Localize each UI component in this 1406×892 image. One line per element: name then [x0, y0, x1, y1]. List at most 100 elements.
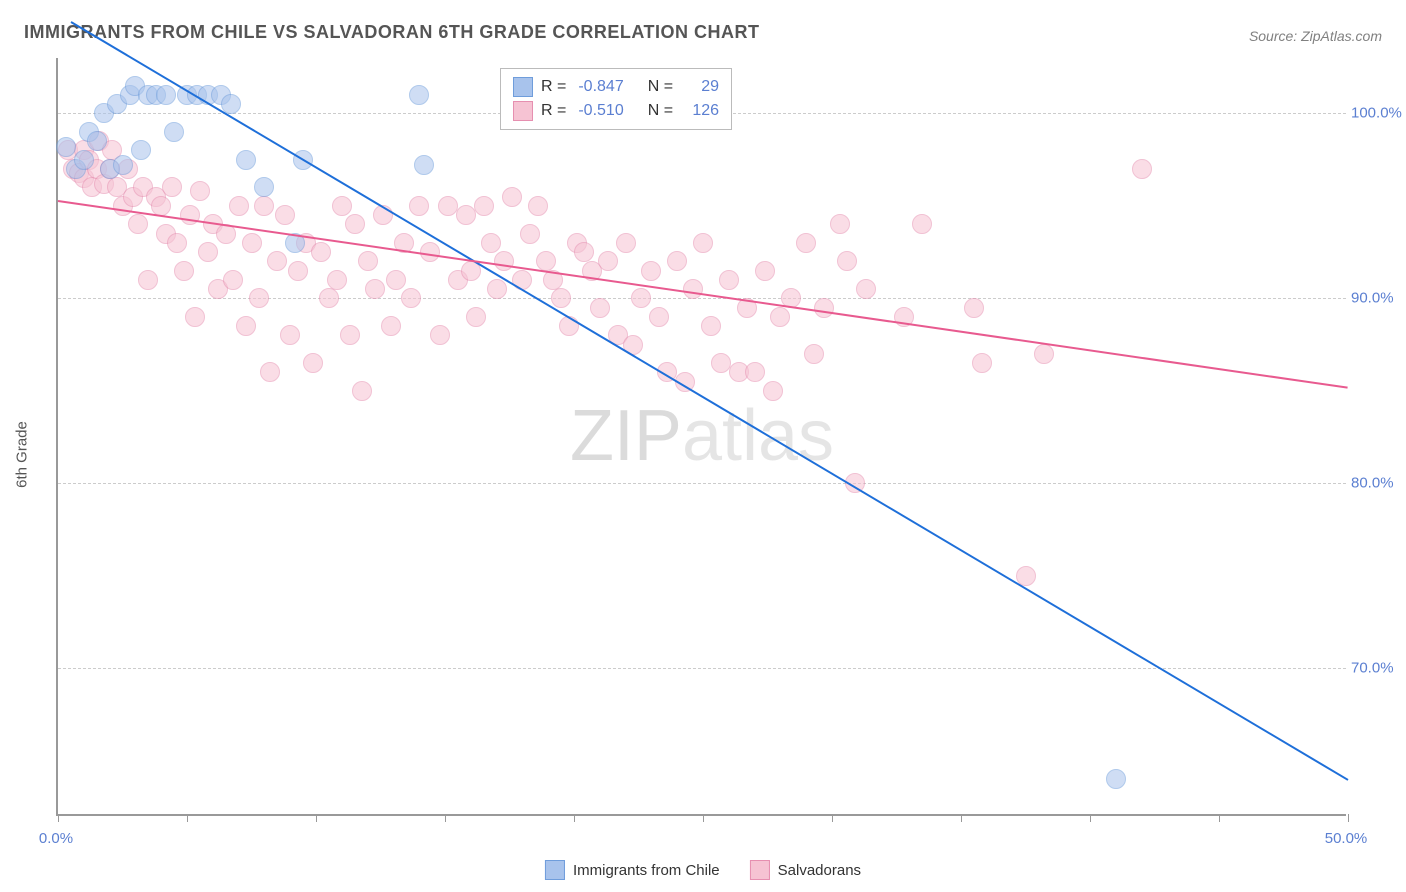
data-point: [167, 233, 187, 253]
data-point: [719, 270, 739, 290]
data-point: [964, 298, 984, 318]
y-axis-label: 6th Grade: [14, 421, 31, 488]
data-point: [229, 196, 249, 216]
x-tick: [445, 814, 446, 822]
chart-title: IMMIGRANTS FROM CHILE VS SALVADORAN 6TH …: [24, 22, 760, 43]
bottom-legend-item: Salvadorans: [750, 860, 861, 880]
data-point: [856, 279, 876, 299]
data-point: [386, 270, 406, 290]
data-point: [288, 261, 308, 281]
data-point: [745, 362, 765, 382]
legend-swatch: [750, 860, 770, 880]
data-point: [332, 196, 352, 216]
data-point: [972, 353, 992, 373]
legend-row: R =-0.510N =126: [513, 99, 719, 123]
data-point: [113, 155, 133, 175]
data-point: [151, 196, 171, 216]
data-point: [430, 325, 450, 345]
legend-swatch: [545, 860, 565, 880]
data-point: [128, 214, 148, 234]
legend-row: R =-0.847N =29: [513, 75, 719, 99]
data-point: [796, 233, 816, 253]
data-point: [242, 233, 262, 253]
data-point: [280, 325, 300, 345]
y-tick-label: 70.0%: [1351, 660, 1406, 677]
data-point: [804, 344, 824, 364]
legend-swatch: [513, 101, 533, 121]
data-point: [254, 177, 274, 197]
x-tick: [316, 814, 317, 822]
data-point: [327, 270, 347, 290]
data-point: [185, 307, 205, 327]
bottom-legend-item: Immigrants from Chile: [545, 860, 720, 880]
data-point: [365, 279, 385, 299]
data-point: [56, 137, 76, 157]
data-point: [481, 233, 501, 253]
data-point: [358, 251, 378, 271]
data-point: [683, 279, 703, 299]
data-point: [502, 187, 522, 207]
data-point: [74, 150, 94, 170]
x-tick: [187, 814, 188, 822]
legend-n-label: N =: [648, 99, 673, 123]
data-point: [414, 155, 434, 175]
y-tick-label: 100.0%: [1351, 105, 1406, 122]
data-point: [319, 288, 339, 308]
data-point: [711, 353, 731, 373]
data-point: [830, 214, 850, 234]
data-point: [770, 307, 790, 327]
data-point: [456, 205, 476, 225]
data-point: [223, 270, 243, 290]
data-point: [190, 181, 210, 201]
data-point: [912, 214, 932, 234]
legend-r-label: R =: [541, 75, 566, 99]
x-tick: [703, 814, 704, 822]
data-point: [138, 270, 158, 290]
data-point: [494, 251, 514, 271]
y-tick-label: 90.0%: [1351, 290, 1406, 307]
trend-line: [70, 21, 1348, 781]
data-point: [345, 214, 365, 234]
data-point: [438, 196, 458, 216]
data-point: [164, 122, 184, 142]
chart-container: IMMIGRANTS FROM CHILE VS SALVADORAN 6TH …: [0, 0, 1406, 892]
data-point: [814, 298, 834, 318]
x-tick: [1219, 814, 1220, 822]
data-point: [1034, 344, 1054, 364]
data-point: [1106, 769, 1126, 789]
data-point: [381, 316, 401, 336]
data-point: [401, 288, 421, 308]
data-point: [520, 224, 540, 244]
data-point: [590, 298, 610, 318]
x-tick-label: 50.0%: [1325, 830, 1368, 847]
x-tick: [58, 814, 59, 822]
legend-n-value: 126: [685, 99, 719, 123]
data-point: [474, 196, 494, 216]
data-point: [551, 288, 571, 308]
legend-r-value: -0.847: [578, 75, 623, 99]
data-point: [1132, 159, 1152, 179]
legend-r-label: R =: [541, 99, 566, 123]
data-point: [641, 261, 661, 281]
data-point: [267, 251, 287, 271]
data-point: [249, 288, 269, 308]
data-point: [536, 251, 556, 271]
data-point: [466, 307, 486, 327]
x-tick-label: 0.0%: [39, 830, 73, 847]
data-point: [763, 381, 783, 401]
x-tick: [1348, 814, 1349, 822]
data-point: [487, 279, 507, 299]
data-point: [528, 196, 548, 216]
data-point: [340, 325, 360, 345]
data-point: [409, 85, 429, 105]
gridline: [58, 483, 1346, 484]
data-point: [275, 205, 295, 225]
gridline: [58, 668, 1346, 669]
data-point: [837, 251, 857, 271]
y-tick-label: 80.0%: [1351, 475, 1406, 492]
data-point: [649, 307, 669, 327]
data-point: [667, 251, 687, 271]
data-point: [352, 381, 372, 401]
watermark-bold: ZIP: [570, 396, 682, 476]
data-point: [260, 362, 280, 382]
